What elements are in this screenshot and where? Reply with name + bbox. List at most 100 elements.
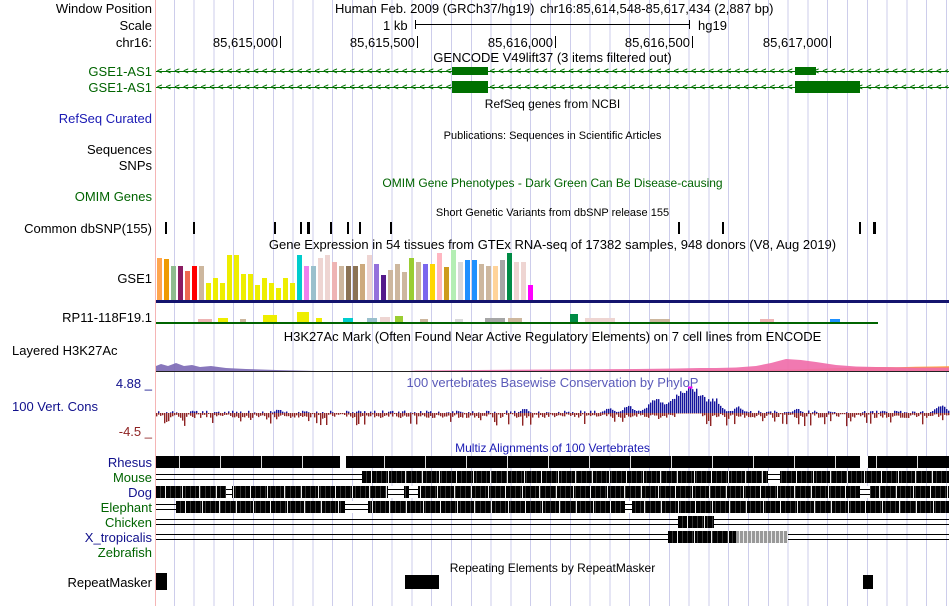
- gtex-tissue-bar[interactable]: [521, 262, 526, 300]
- gtex-tissue-bar[interactable]: [332, 262, 337, 300]
- gene-line[interactable]: [156, 87, 949, 88]
- phylop-label[interactable]: 100 Vert. Cons: [12, 399, 98, 414]
- snp-variant-tick[interactable]: [274, 222, 276, 234]
- gtex-mini-bar[interactable]: [508, 318, 522, 322]
- gtex-tissue-bar[interactable]: [472, 260, 477, 300]
- snp-variant-tick[interactable]: [390, 222, 392, 234]
- gtex-tissue-bar[interactable]: [346, 266, 351, 300]
- snp-variant-tick[interactable]: [347, 222, 349, 234]
- gtex-mini-bar[interactable]: [380, 317, 390, 322]
- gtex-tissue-bar[interactable]: [444, 267, 449, 300]
- h3k27ac-title[interactable]: H3K27Ac Mark (Often Found Near Active Re…: [283, 329, 822, 344]
- repeat-element-block[interactable]: [156, 573, 167, 590]
- gtex-barchart[interactable]: [157, 250, 950, 300]
- h3k27ac-label[interactable]: Layered H3K27Ac: [12, 343, 118, 358]
- dbsnp-title[interactable]: Short Genetic Variants from dbSNP releas…: [435, 207, 670, 219]
- gtex-tissue-bar[interactable]: [192, 266, 197, 300]
- gtex-tissue-bar[interactable]: [437, 253, 442, 300]
- gtex-tissue-bar[interactable]: [507, 253, 512, 300]
- gtex-tissue-bar[interactable]: [325, 255, 330, 300]
- snp-variant-tick[interactable]: [359, 222, 361, 234]
- snp-variant-tick[interactable]: [873, 222, 876, 234]
- multiz-species-label[interactable]: Mouse: [112, 470, 152, 485]
- gtex-tissue-bar[interactable]: [458, 262, 463, 300]
- gtex-tissue-bar[interactable]: [248, 274, 253, 300]
- gtex-mini-bar[interactable]: [650, 319, 670, 322]
- gtex-tissue-bar[interactable]: [451, 250, 456, 300]
- gencode-title[interactable]: GENCODE V49lift37 (3 items filtered out): [433, 50, 672, 65]
- gtex-tissue-bar[interactable]: [500, 260, 505, 300]
- snp-variant-tick[interactable]: [300, 222, 302, 234]
- gtex-tissue-bar[interactable]: [171, 266, 176, 300]
- snp-variant-tick[interactable]: [307, 222, 310, 234]
- multiz-species-label[interactable]: Dog: [128, 485, 152, 500]
- gtex-mini-bar[interactable]: [198, 319, 212, 322]
- gtex-tissue-bar[interactable]: [493, 266, 498, 300]
- gtex-tissue-bar[interactable]: [514, 262, 519, 300]
- h3k27ac-signal[interactable]: [156, 353, 950, 373]
- gtex-tissue-bar[interactable]: [318, 258, 323, 300]
- repeat-element-block[interactable]: [405, 575, 439, 589]
- gene-label-gse1-as1-2[interactable]: GSE1-AS1: [88, 80, 152, 95]
- multiz-alignment-bar[interactable]: [156, 456, 949, 468]
- rp11-label[interactable]: RP11-118F19.1: [62, 310, 152, 325]
- multiz-alignment-bar[interactable]: [678, 516, 714, 528]
- phylop-title[interactable]: 100 vertebrates Basewise Conservation by…: [406, 375, 699, 390]
- gtex-mini-bar[interactable]: [585, 318, 615, 322]
- gtex-tissue-bar[interactable]: [528, 285, 533, 300]
- gtex-tissue-bar[interactable]: [395, 264, 400, 300]
- gtex-mini-bar[interactable]: [485, 318, 505, 322]
- gene-exon[interactable]: [452, 81, 488, 93]
- snp-variant-tick[interactable]: [330, 222, 332, 234]
- multiz-alignment-bar[interactable]: [156, 486, 949, 498]
- refseq-curated-label[interactable]: RefSeq Curated: [58, 111, 152, 126]
- gtex-tissue-bar[interactable]: [276, 288, 281, 300]
- gtex-title[interactable]: Gene Expression in 54 tissues from GTEx …: [268, 237, 837, 252]
- gtex-tissue-bar[interactable]: [367, 255, 372, 300]
- gtex-tissue-bar[interactable]: [423, 264, 428, 300]
- publications-title[interactable]: Publications: Sequences in Scientific Ar…: [443, 130, 662, 142]
- omim-title[interactable]: OMIM Gene Phenotypes - Dark Green Can Be…: [382, 176, 723, 190]
- gtex-tissue-bar[interactable]: [269, 283, 274, 300]
- gtex-tissue-bar[interactable]: [178, 266, 183, 300]
- gtex-mini-bar[interactable]: [395, 316, 403, 322]
- gtex-mini-bar[interactable]: [367, 318, 377, 322]
- gtex-tissue-bar[interactable]: [360, 264, 365, 300]
- gene-exon[interactable]: [452, 67, 488, 75]
- gtex-tissue-bar[interactable]: [486, 266, 491, 300]
- multiz-alignment-bar[interactable]: [362, 471, 949, 483]
- gse1-label[interactable]: GSE1: [117, 271, 152, 286]
- repeatmasker-label[interactable]: RepeatMasker: [67, 575, 152, 590]
- gtex-tissue-bar[interactable]: [220, 283, 225, 300]
- gtex-tissue-bar[interactable]: [311, 266, 316, 300]
- multiz-species-label[interactable]: Rhesus: [107, 455, 152, 470]
- gtex-mini-bar[interactable]: [316, 318, 322, 322]
- gtex-tissue-bar[interactable]: [304, 266, 309, 300]
- gtex-tissue-bar[interactable]: [381, 275, 386, 300]
- multiz-species-label[interactable]: Elephant: [100, 500, 152, 515]
- gtex-mini-bar[interactable]: [760, 319, 774, 322]
- snp-variant-tick[interactable]: [678, 222, 680, 234]
- refseq-title[interactable]: RefSeq genes from NCBI: [484, 97, 621, 111]
- gtex-mini-bar[interactable]: [343, 318, 353, 322]
- repeatmasker-title[interactable]: Repeating Elements by RepeatMasker: [449, 561, 656, 575]
- omim-genes-label[interactable]: OMIM Genes: [74, 189, 152, 204]
- gtex-mini-bar[interactable]: [420, 319, 428, 322]
- gene-exon[interactable]: [795, 67, 816, 75]
- multiz-species-label[interactable]: X_tropicalis: [84, 530, 152, 545]
- gtex-tissue-bar[interactable]: [213, 278, 218, 300]
- gtex-tissue-bar[interactable]: [164, 259, 169, 300]
- gtex-tissue-bar[interactable]: [262, 278, 267, 300]
- multiz-species-label[interactable]: Chicken: [105, 515, 152, 530]
- multiz-alignment-bar[interactable]: [176, 501, 949, 513]
- gtex-tissue-bar[interactable]: [199, 266, 204, 300]
- gtex-tissue-bar[interactable]: [283, 278, 288, 300]
- gtex-tissue-bar[interactable]: [255, 285, 260, 300]
- gtex-tissue-bar[interactable]: [234, 255, 239, 300]
- phylop-signal[interactable]: [156, 386, 950, 432]
- gtex-mini-bar[interactable]: [240, 319, 246, 322]
- snp-variant-tick[interactable]: [859, 222, 861, 234]
- gtex-tissue-bar[interactable]: [479, 264, 484, 300]
- gtex-tissue-bar[interactable]: [227, 255, 232, 300]
- gene-line[interactable]: [156, 71, 949, 72]
